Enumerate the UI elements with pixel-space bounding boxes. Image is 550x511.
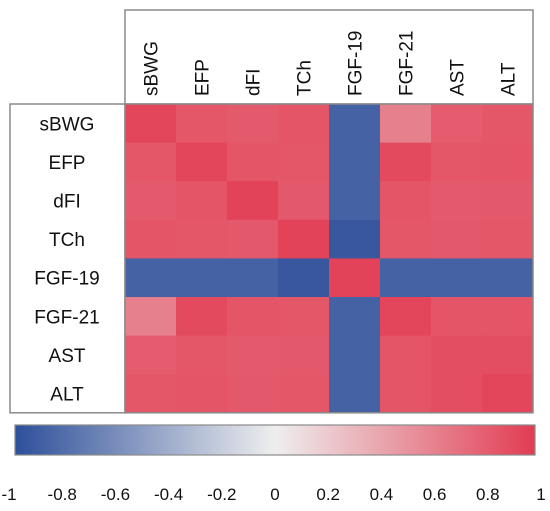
heatmap-cell (482, 297, 534, 337)
heatmap-cell (329, 104, 381, 144)
heatmap-cell (176, 142, 228, 182)
heatmap-cell (176, 104, 228, 144)
heatmap-cell (125, 335, 177, 375)
heatmap-cell (176, 297, 228, 337)
heatmap-cell (227, 104, 279, 144)
heatmap-cell (431, 142, 483, 182)
colorbar-tick-label: 0.6 (423, 485, 447, 504)
heatmap-cell (482, 335, 534, 375)
heatmap-cell (482, 219, 534, 259)
column-label: dFI (244, 69, 265, 96)
heatmap-cell (482, 142, 534, 182)
row-label: FGF-19 (34, 269, 99, 290)
heatmap-cell (482, 181, 534, 221)
colorbar-tick-label: 0.2 (316, 485, 340, 504)
heatmap-cell (227, 297, 279, 337)
heatmap-cell (380, 335, 432, 375)
heatmap-cell (380, 104, 432, 144)
row-label: dFI (53, 192, 80, 213)
colorbar-tick-label: -0.2 (207, 485, 236, 504)
heatmap-cell (329, 374, 381, 414)
colorbar-tick-label: 1 (536, 485, 545, 504)
heatmap-cell (227, 335, 279, 375)
heatmap-cell (278, 219, 330, 259)
heatmap-cell (125, 297, 177, 337)
heatmap-cell (227, 142, 279, 182)
heatmap-cell (431, 297, 483, 337)
colorbar-tick-label: -1 (1, 485, 16, 504)
heatmap-cell (329, 142, 381, 182)
heatmap-cell (380, 181, 432, 221)
colorbar-tick-label: -0.6 (101, 485, 130, 504)
heatmap-cell (380, 258, 432, 298)
column-label: sBWG (142, 41, 163, 96)
heatmap-cell (176, 374, 228, 414)
heatmap-cell (278, 258, 330, 298)
heatmap-cell (278, 181, 330, 221)
heatmap-cell (227, 181, 279, 221)
heatmap-cell (380, 374, 432, 414)
heatmap-cell (278, 374, 330, 414)
heatmap-cell (431, 258, 483, 298)
row-label: TCh (49, 230, 85, 251)
heatmap-cell (431, 219, 483, 259)
column-label: TCh (295, 60, 316, 96)
heatmap-cell (125, 181, 177, 221)
colorbar (14, 424, 536, 456)
heatmap-cell (125, 374, 177, 414)
row-label: EFP (49, 153, 86, 174)
heatmap-cell (329, 335, 381, 375)
heatmap-cell (176, 219, 228, 259)
heatmap-cell (431, 374, 483, 414)
heatmap-cell (278, 142, 330, 182)
colorbar-tick-label: -0.8 (48, 485, 77, 504)
heatmap-cell (176, 258, 228, 298)
heatmap-cell (482, 104, 534, 144)
heatmap-cell (380, 297, 432, 337)
heatmap-cell (227, 219, 279, 259)
heatmap-cell (278, 335, 330, 375)
heatmap-cell (329, 219, 381, 259)
colorbar-tick-label: 0.8 (476, 485, 500, 504)
heatmap-cell (278, 297, 330, 337)
colorbar-tick-label: 0 (270, 485, 279, 504)
column-label: EFP (193, 59, 214, 96)
heatmap-cell (380, 142, 432, 182)
heatmap-cell (227, 374, 279, 414)
heatmap-cell (431, 335, 483, 375)
heatmap-cell (227, 258, 279, 298)
heatmap-cell (329, 297, 381, 337)
heatmap-cell (125, 142, 177, 182)
heatmap-cell (431, 181, 483, 221)
heatmap-border (124, 103, 534, 414)
row-label: AST (49, 346, 86, 367)
heatmap-cell (125, 258, 177, 298)
column-header-box (124, 9, 534, 105)
colorbar-tick-label: 0.4 (370, 485, 394, 504)
heatmap-cell (176, 335, 228, 375)
heatmap-cell (482, 258, 534, 298)
row-label: ALT (50, 385, 84, 406)
column-label: FGF-19 (346, 31, 367, 96)
column-label: ALT (499, 62, 520, 96)
heatmap-cell (125, 104, 177, 144)
colorbar-tick-label: -0.4 (154, 485, 183, 504)
heatmap-cell (329, 181, 381, 221)
row-label: sBWG (40, 114, 95, 135)
column-label: AST (448, 59, 469, 96)
heatmap-cell (380, 219, 432, 259)
heatmap-cell (329, 258, 381, 298)
column-label: FGF-21 (397, 31, 418, 96)
heatmap-cell (431, 104, 483, 144)
row-label: FGF-21 (34, 307, 99, 328)
heatmap-cell (176, 181, 228, 221)
heatmap-cell (125, 219, 177, 259)
heatmap-cell (482, 374, 534, 414)
heatmap-cell (278, 104, 330, 144)
